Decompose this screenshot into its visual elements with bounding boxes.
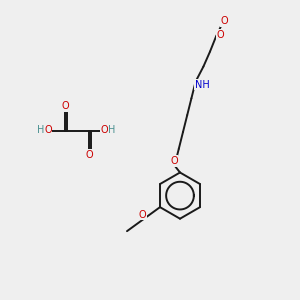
Text: O: O — [62, 101, 70, 111]
Text: O: O — [217, 30, 224, 40]
Text: O: O — [139, 210, 146, 220]
Text: H: H — [108, 124, 116, 135]
Text: NH: NH — [195, 80, 210, 90]
Text: O: O — [44, 124, 52, 135]
Text: H: H — [37, 124, 44, 135]
Text: O: O — [86, 150, 94, 160]
Text: O: O — [170, 156, 178, 166]
Text: O: O — [100, 124, 108, 135]
Text: O: O — [220, 16, 228, 26]
